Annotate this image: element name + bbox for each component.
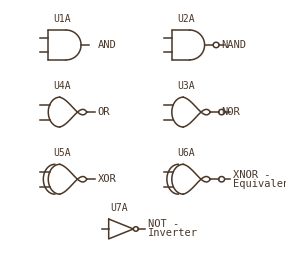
Text: U4A: U4A	[54, 81, 72, 91]
Text: NOT -: NOT -	[148, 219, 179, 229]
Text: U3A: U3A	[177, 81, 195, 91]
Text: OR: OR	[98, 107, 110, 117]
Text: U7A: U7A	[110, 203, 127, 213]
Text: AND: AND	[98, 40, 116, 50]
Text: U2A: U2A	[177, 14, 195, 24]
Text: XOR: XOR	[98, 174, 117, 184]
Text: Equivalence: Equivalence	[233, 179, 286, 189]
Text: U5A: U5A	[54, 148, 72, 158]
Text: NOR: NOR	[221, 107, 240, 117]
Text: NAND: NAND	[221, 40, 246, 50]
Text: XNOR -: XNOR -	[233, 170, 270, 180]
Text: U6A: U6A	[177, 148, 195, 158]
Text: Inverter: Inverter	[148, 228, 198, 239]
Text: U1A: U1A	[54, 14, 72, 24]
